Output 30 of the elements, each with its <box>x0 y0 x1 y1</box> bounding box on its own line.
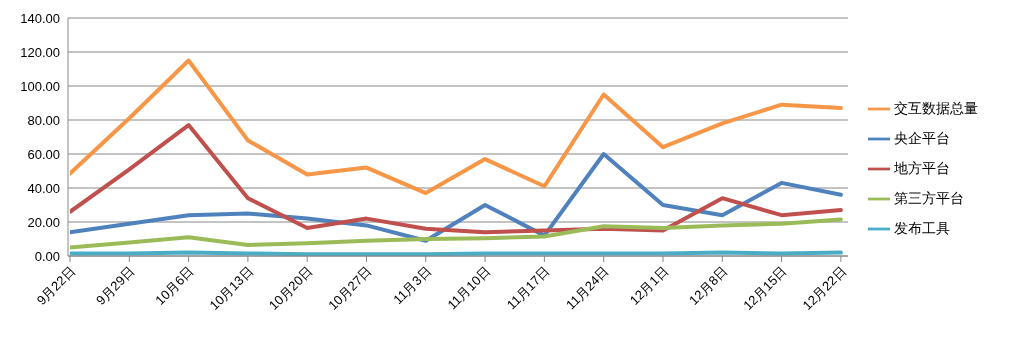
y-tick-label: 60.00 <box>27 146 60 162</box>
y-tick-label: 140.00 <box>20 10 60 26</box>
x-tick-label: 12月8日 <box>686 263 731 308</box>
legend-label: 第三方平台 <box>894 190 964 206</box>
x-tick-label: 11月17日 <box>503 263 553 313</box>
legend-label: 地方平台 <box>894 160 950 176</box>
x-tick-label: 11月10日 <box>444 263 494 313</box>
y-tick-label: 80.00 <box>27 112 60 128</box>
x-tick-label: 9月29日 <box>93 263 138 308</box>
x-tick-label: 9月22日 <box>33 263 79 308</box>
line-series <box>70 217 843 250</box>
x-tick-label: 12月1日 <box>626 263 672 308</box>
x-tick-label: 12月15日 <box>740 263 790 313</box>
x-tick-label: 11月3日 <box>390 263 434 308</box>
x-tick-label: 12月22日 <box>799 263 850 313</box>
x-tick-label: 10月27日 <box>325 263 375 313</box>
legend-label: 发布工具 <box>894 220 950 236</box>
y-tick-label: 100.00 <box>20 78 60 94</box>
y-tick-label: 20.00 <box>27 214 60 230</box>
y-tick-label: 40.00 <box>27 180 60 196</box>
legend-label: 央企平台 <box>894 130 950 146</box>
x-tick-label: 10月13日 <box>206 263 257 313</box>
legend-label: 交互数据总量 <box>894 100 978 116</box>
x-tick-label: 10月20日 <box>265 263 316 313</box>
x-tick-label: 11月24日 <box>563 263 612 313</box>
y-tick-label: 120.00 <box>20 44 60 60</box>
line-series <box>70 123 843 235</box>
y-tick-label: 0.00 <box>34 248 60 264</box>
x-tick-label: 10月6日 <box>152 263 197 308</box>
line-series <box>70 58 843 196</box>
